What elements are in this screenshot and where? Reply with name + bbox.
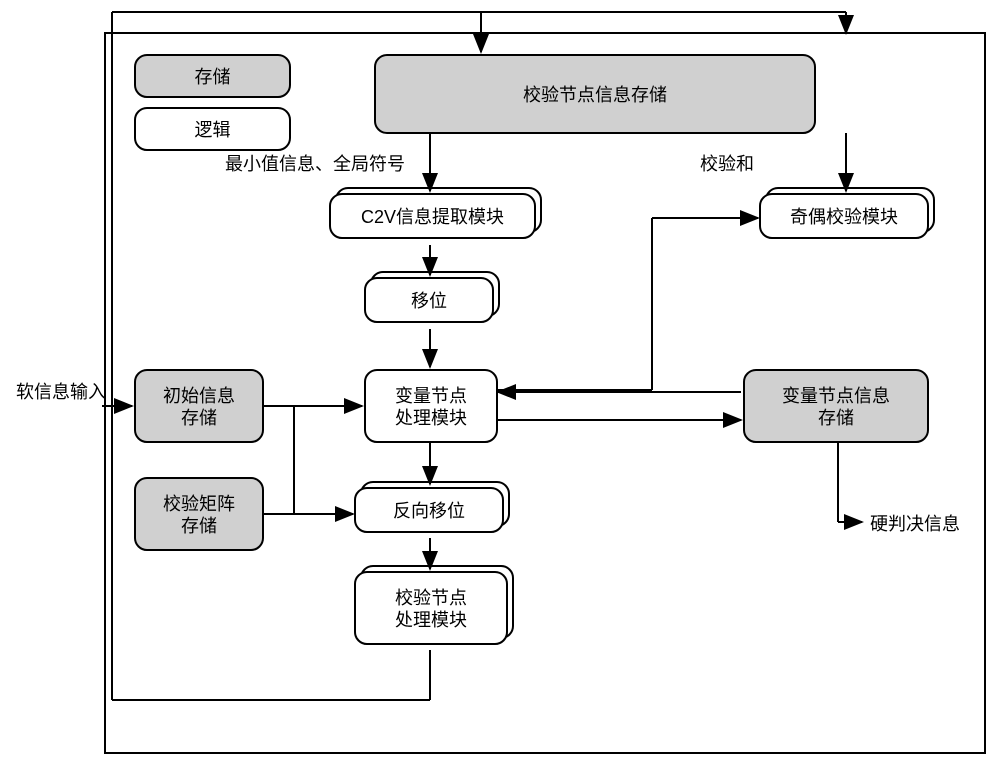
hard-decision-label: 硬判决信息 [870, 514, 960, 534]
svg-text:变量节点: 变量节点 [395, 386, 467, 406]
svg-text:存储: 存储 [818, 408, 854, 428]
svg-text:存储: 存储 [181, 408, 217, 428]
svg-text:变量节点信息: 变量节点信息 [782, 386, 890, 406]
svg-text:校验节点信息存储: 校验节点信息存储 [523, 85, 667, 105]
legend-storage-label: 存储 [195, 67, 231, 87]
checksum-label: 校验和 [700, 154, 754, 174]
node-check_store: 校验节点信息存储 [375, 55, 815, 133]
svg-text:处理模块: 处理模块 [395, 610, 467, 630]
node-rev_shift: 反向移位 [355, 482, 509, 532]
svg-text:移位: 移位 [411, 291, 447, 311]
svg-text:C2V信息提取模块: C2V信息提取模块 [361, 207, 504, 227]
flowchart-diagram: 存储 逻辑 校验节点信息存储C2V信息提取模块移位奇偶校验模块初始信息存储校验矩… [0, 0, 1000, 764]
svg-text:反向移位: 反向移位 [393, 501, 465, 521]
node-parity: 奇偶校验模块 [760, 188, 934, 238]
svg-text:初始信息: 初始信息 [163, 386, 235, 406]
node-shift: 移位 [365, 272, 499, 322]
node-c2v: C2V信息提取模块 [330, 188, 541, 238]
svg-text:存储: 存储 [181, 516, 217, 536]
soft-input-label: 软信息输入 [16, 382, 106, 402]
svg-text:校验节点: 校验节点 [395, 588, 467, 608]
min-global-label: 最小值信息、全局符号 [225, 154, 405, 174]
legend: 存储 逻辑 [135, 55, 290, 150]
svg-text:处理模块: 处理模块 [395, 408, 467, 428]
node-check_proc: 校验节点处理模块 [355, 566, 513, 644]
node-matrix_store: 校验矩阵存储 [135, 478, 263, 550]
legend-logic-label: 逻辑 [195, 120, 231, 140]
node-var_proc: 变量节点处理模块 [365, 370, 497, 442]
node-init_store: 初始信息存储 [135, 370, 263, 442]
node-var_store: 变量节点信息存储 [744, 370, 928, 442]
svg-text:奇偶校验模块: 奇偶校验模块 [790, 207, 898, 227]
svg-text:校验矩阵: 校验矩阵 [163, 494, 235, 514]
